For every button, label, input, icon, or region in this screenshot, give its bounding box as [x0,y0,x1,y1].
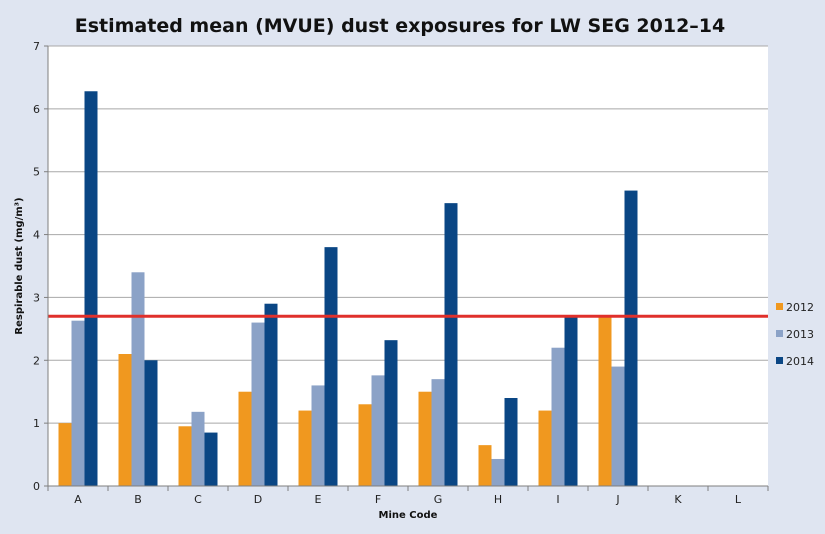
bar-2014-E [324,247,338,486]
bar-2014-H [504,398,518,486]
x-tick-label: A [74,493,82,506]
legend-label: 2014 [786,355,814,368]
x-tick-label: D [254,493,262,506]
plot-area [48,46,768,486]
y-tick-label: 6 [33,103,40,116]
bar-2014-J [624,190,638,487]
bar-2014-I [564,316,578,486]
legend-swatch [776,357,783,364]
bar-2013-A [71,320,85,486]
x-tick-label: K [674,493,682,506]
bar-2014-F [384,340,398,486]
bar-2013-B [131,272,145,486]
bar-2012-H [478,445,492,486]
bar-2014-D [264,303,278,486]
chart-title: Estimated mean (MVUE) dust exposures for… [75,15,725,37]
legend-swatch [776,303,783,310]
y-tick-label: 1 [33,417,40,430]
x-tick-label: I [556,493,559,506]
y-axis-label: Respirable dust (mg/m³) [14,197,25,334]
bar-2014-G [444,203,458,486]
bar-2014-A [84,91,98,486]
bar-2012-F [358,404,372,486]
bar-2012-J [598,316,612,486]
gridlines [48,45,768,424]
bar-2014-B [144,360,158,486]
x-tick-label: C [194,493,202,506]
y-tick-label: 5 [33,166,40,179]
y-tick-label: 7 [33,40,40,53]
bar-2013-F [371,375,385,486]
bar-2014-C [204,432,218,486]
y-tick-label: 0 [33,480,40,493]
x-tick-label: B [134,493,142,506]
y-tick-label: 2 [33,354,40,367]
x-tick-label: L [735,493,742,506]
bar-2012-C [178,426,192,486]
bar-2013-I [551,347,565,486]
x-tick-label: F [375,493,381,506]
bar-2012-B [118,354,132,486]
bar-2012-A [58,423,72,486]
bars [58,91,638,487]
bar-2013-G [431,379,445,486]
bar-2012-D [238,391,252,486]
x-axis-label: Mine Code [379,510,438,521]
bar-2013-E [311,385,325,486]
y-tick-label: 4 [33,229,40,242]
bar-2013-H [491,458,505,486]
bar-2012-I [538,410,552,486]
y-tick-label: 3 [33,291,40,304]
x-tick-label: E [315,493,322,506]
legend: 2012 2013 2014 [776,301,814,368]
bar-2013-D [251,322,265,486]
x-tick-labels: A B C D E F G H I J K L [74,493,742,506]
bar-2013-C [191,411,205,486]
bar-2012-G [418,391,432,486]
x-tick-label: J [615,493,619,506]
bar-2013-J [611,366,625,486]
x-tick-label: G [434,493,443,506]
bar-2012-E [298,410,312,486]
axes [44,45,769,491]
y-tick-labels: 0 1 2 3 4 5 6 7 [33,40,40,493]
legend-label: 2012 [786,301,814,314]
legend-swatch [776,330,783,337]
legend-label: 2013 [786,328,814,341]
x-tick-label: H [494,493,502,506]
